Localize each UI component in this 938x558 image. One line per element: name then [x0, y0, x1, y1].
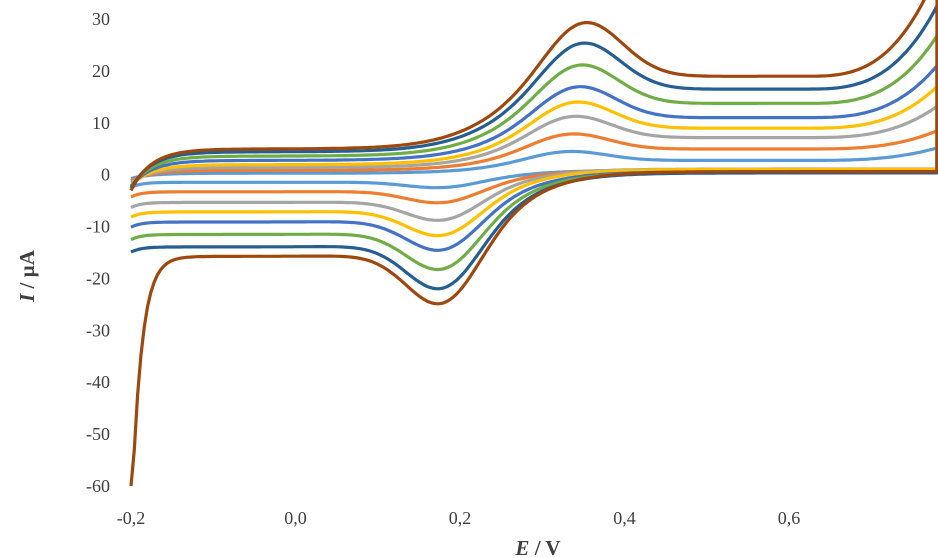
y-tick-label: 0: [101, 165, 110, 185]
x-axis-title: E / V: [514, 536, 560, 558]
x-tick-label: -0,2: [117, 508, 146, 528]
x-tick-label: 0,2: [449, 508, 472, 528]
series-line: [129, 0, 938, 487]
y-tick-label: -50: [86, 424, 110, 444]
plot-area: [129, 0, 938, 487]
x-tick-label: 0,6: [778, 508, 801, 528]
x-tick-label: 0,4: [613, 508, 636, 528]
x-tick-label: 0,0: [284, 508, 307, 528]
x-axis-ticks: -0,2 0,0 0,2 0,4 0,6: [117, 508, 800, 528]
y-tick-label: 20: [92, 61, 110, 81]
y-tick-label: -20: [86, 268, 110, 288]
y-tick-label: -30: [86, 320, 110, 340]
y-tick-label: -60: [86, 476, 110, 496]
y-axis-ticks: 30 20 10 0 -10 -20 -30 -40 -50 -60: [86, 9, 110, 496]
y-tick-label: -10: [86, 217, 110, 237]
y-axis-title: I / µA: [15, 249, 39, 303]
y-tick-label: -40: [86, 372, 110, 392]
y-tick-label: 30: [92, 9, 110, 29]
y-tick-label: 10: [92, 113, 110, 133]
